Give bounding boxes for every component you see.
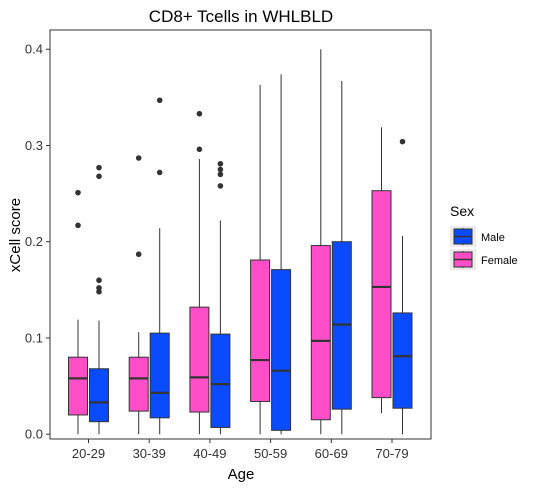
box-female	[128, 356, 149, 412]
y-tick-label: 0.2	[25, 234, 43, 249]
outlier-point-male	[217, 183, 224, 189]
box-male	[392, 312, 413, 409]
outlier-point-male	[96, 285, 102, 291]
outlier-point-female	[196, 146, 203, 153]
legend-item-male: Male	[450, 226, 505, 247]
x-tick-label: 60-69	[315, 446, 348, 461]
x-tick-label: 50-59	[254, 446, 287, 461]
y-axis: 0.0 0.1 0.2 0.3 0.4	[25, 42, 50, 442]
outlier-point-male	[399, 138, 406, 145]
outlier-point-male	[96, 173, 102, 180]
y-tick-label: 0.1	[25, 330, 43, 345]
x-tick-label: 20-29	[72, 446, 105, 461]
x-axis-title: Age	[228, 466, 255, 483]
legend-title: Sex	[450, 203, 474, 219]
box-female	[68, 356, 88, 416]
plot-panel	[49, 29, 432, 440]
outlier-point-male	[96, 277, 102, 284]
box-male	[210, 333, 231, 428]
box-male	[89, 368, 109, 423]
x-axis: 20-29 30-39 40-49 50-59 60-69 70-79	[72, 439, 409, 461]
chart-title: CD8+ Tcells in WHLBLD	[149, 7, 333, 26]
box-male	[271, 269, 292, 431]
outlier-point-male	[217, 160, 224, 167]
box-female	[189, 306, 210, 413]
outlier-point-female	[135, 251, 142, 258]
outlier-point-male	[217, 166, 224, 173]
box-female	[371, 190, 392, 399]
y-tick-label: 0.0	[25, 427, 43, 442]
legend-item-female: Female	[450, 249, 518, 270]
box-female	[310, 245, 331, 421]
x-tick-label: 30-39	[133, 446, 166, 461]
outlier-point-female	[75, 222, 81, 229]
outlier-point-male	[96, 164, 102, 171]
legend-label-female: Female	[481, 255, 518, 267]
y-tick-label: 0.3	[25, 138, 43, 153]
outlier-point-male	[217, 171, 224, 178]
outlier-point-female	[75, 189, 81, 196]
outlier-point-female	[135, 155, 142, 161]
legend: Sex Male Female	[450, 203, 518, 270]
box-female	[250, 259, 271, 402]
boxplot-series	[68, 49, 413, 435]
outlier-point-male	[96, 288, 102, 295]
outlier-point-male	[156, 169, 163, 176]
box-male	[149, 332, 170, 419]
y-axis-title: xCell score	[7, 198, 24, 272]
x-tick-label: 70-79	[375, 446, 408, 461]
outlier-point-male	[156, 97, 163, 104]
legend-label-male: Male	[481, 232, 505, 244]
outlier-point-female	[196, 110, 203, 117]
y-tick-label: 0.4	[25, 42, 43, 57]
x-tick-label: 40-49	[193, 446, 226, 461]
